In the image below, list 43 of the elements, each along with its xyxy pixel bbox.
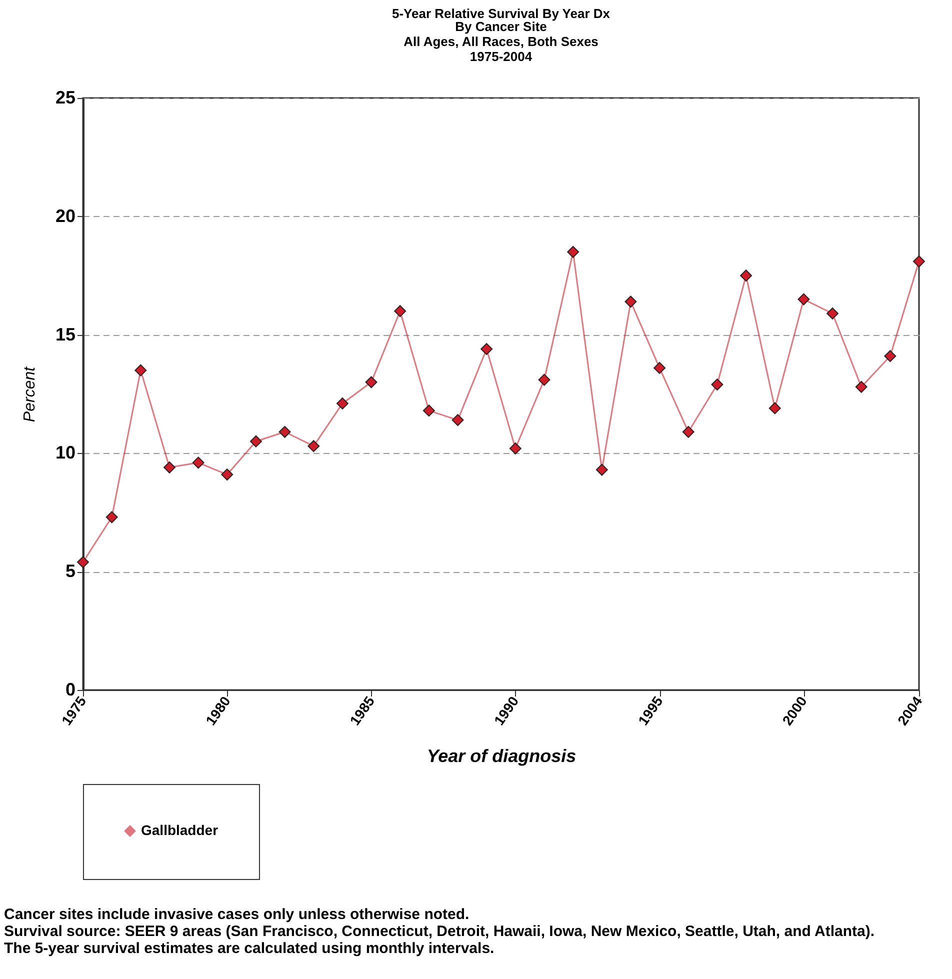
point [682,426,694,438]
point [567,246,580,258]
y-tick-label: 10 [55,442,76,463]
y-axis-title: Percent [21,366,38,422]
point [768,402,781,414]
point [740,270,752,282]
point [164,461,176,474]
y-tick-label: 15 [55,324,76,344]
point [509,442,522,454]
x-axis-title: Year of diagnosis [426,746,576,766]
point [221,468,234,480]
text: Cancer sites include invasive cases only unless otherwise noted. [4,906,470,923]
text: Survival source: SEER 9 areas (San Francisco, Connecticut, Detroit, Hawaii, Iowa, New Mexico, Seattle, Utah, and Atlanta). [4,923,876,940]
point [711,378,724,391]
legend-label: Gallbladder [141,822,219,838]
point [913,255,925,268]
point [394,305,406,318]
point [452,414,464,426]
point [134,364,147,376]
point [596,464,608,476]
point [106,511,118,524]
point [884,350,896,362]
point [336,397,348,410]
point [624,296,637,308]
point [422,404,435,417]
y-tick-label: 25 [55,88,76,108]
point [480,343,493,355]
point [365,376,378,388]
point [308,440,320,452]
point [192,456,204,469]
point [826,308,838,320]
point [798,293,810,306]
point [654,362,666,374]
y-tick-label: 5 [65,561,76,582]
point [250,435,262,448]
chart-title: 5-Year Relative Survival By Year Dx [392,6,611,21]
y-tick-label: 20 [55,206,76,226]
point [855,380,868,393]
point [538,374,550,386]
y-tick-label: 0 [65,680,76,700]
point [278,426,291,438]
text: The 5-year survival estimates are calculated using monthly intervals. [4,940,496,957]
point [77,556,89,568]
